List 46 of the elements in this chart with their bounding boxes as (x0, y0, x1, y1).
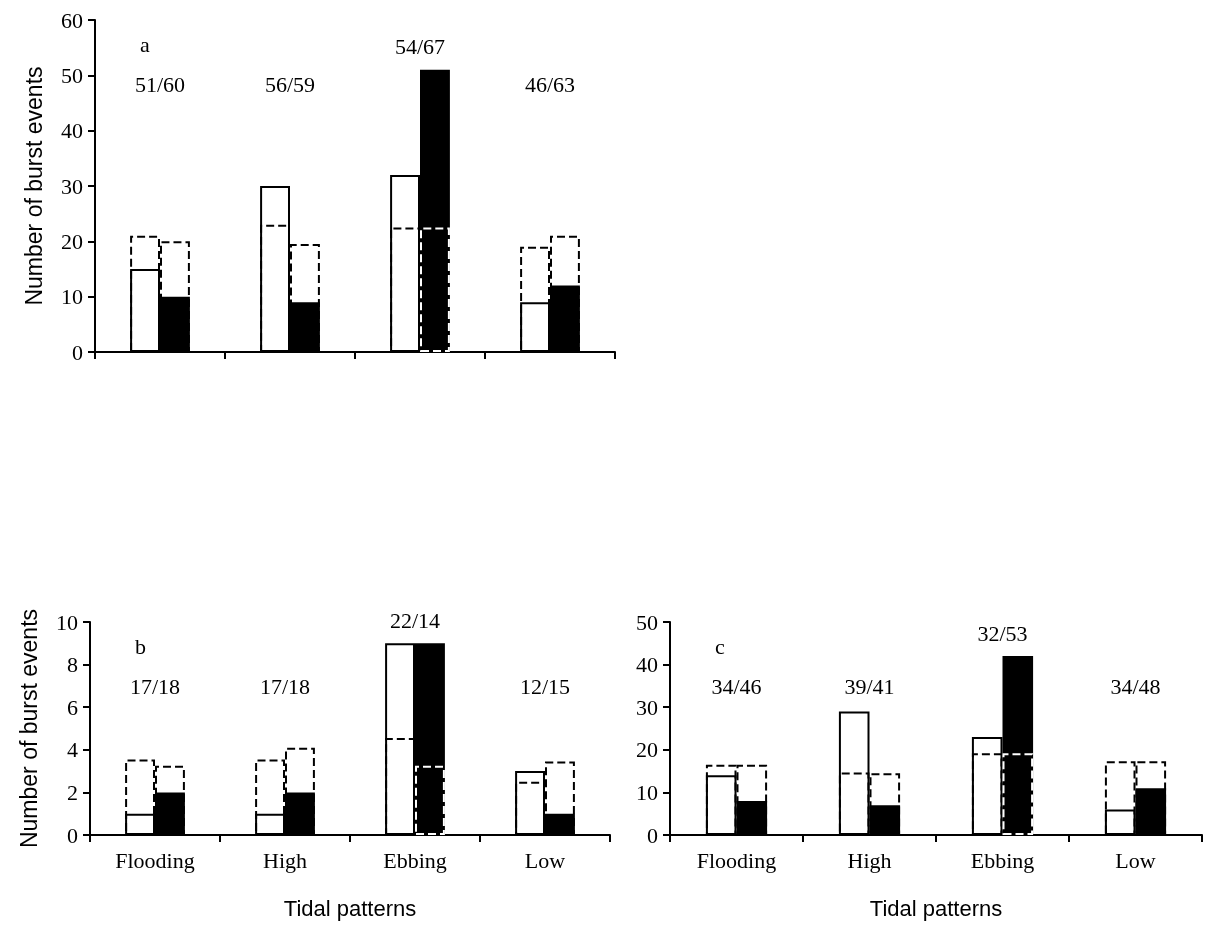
annotation: 39/41 (844, 673, 895, 699)
y-tick-label: 0 (72, 339, 83, 365)
y-tick-label: 30 (636, 694, 658, 720)
annotation: 12/15 (519, 673, 571, 699)
annotation: 17/18 (259, 673, 311, 699)
y-tick-label: 10 (61, 284, 83, 310)
x-tick-label: Low (524, 847, 566, 873)
annotation: 51/60 (134, 71, 186, 97)
x-tick-label: High (847, 847, 892, 873)
y-tick-label: 60 (61, 7, 83, 33)
y-tick-label: 50 (636, 609, 658, 635)
y-tick-label: 10 (56, 609, 78, 635)
text: a (140, 31, 150, 57)
y-tick-label: 40 (61, 118, 83, 144)
y-tick-label: 8 (67, 652, 78, 678)
y-tick-label: 20 (636, 737, 658, 763)
x-axis-title: Tidal patterns (869, 895, 1003, 921)
x-axis-title: Tidal patterns (283, 895, 417, 921)
annotation: 34/48 (1110, 673, 1161, 699)
y-tick-label: 20 (61, 228, 83, 254)
x-tick-label: High (263, 847, 307, 873)
text: c (715, 633, 725, 659)
y-tick-label: 10 (636, 779, 658, 805)
x-tick-label: Low (1115, 847, 1156, 873)
annotation: 34/46 (711, 673, 762, 699)
y-tick-label: 0 (67, 822, 78, 848)
annotation: 54/67 (394, 34, 446, 60)
annotation: 22/14 (389, 607, 441, 633)
y-tick-label: 50 (61, 62, 83, 88)
text: b (135, 633, 146, 659)
y-tick-label: 2 (67, 779, 78, 805)
x-tick-label: Ebbing (383, 847, 447, 873)
annotation: 17/18 (129, 673, 181, 699)
y-tick-label: 0 (647, 822, 658, 848)
y-tick-label: 30 (61, 173, 83, 199)
annotation: 32/53 (977, 620, 1028, 646)
x-tick-label: Flooding (115, 847, 195, 873)
y-tick-label: 40 (636, 652, 658, 678)
y-axis-title: Number of burst events (20, 66, 47, 306)
y-tick-label: 6 (67, 694, 78, 720)
annotation: 46/63 (524, 71, 576, 97)
y-tick-label: 4 (67, 737, 78, 763)
annotation: 56/59 (264, 71, 316, 97)
y-axis-title: Number of burst events (15, 608, 42, 849)
x-tick-label: Flooding (696, 847, 777, 873)
x-tick-label: Ebbing (970, 847, 1035, 873)
